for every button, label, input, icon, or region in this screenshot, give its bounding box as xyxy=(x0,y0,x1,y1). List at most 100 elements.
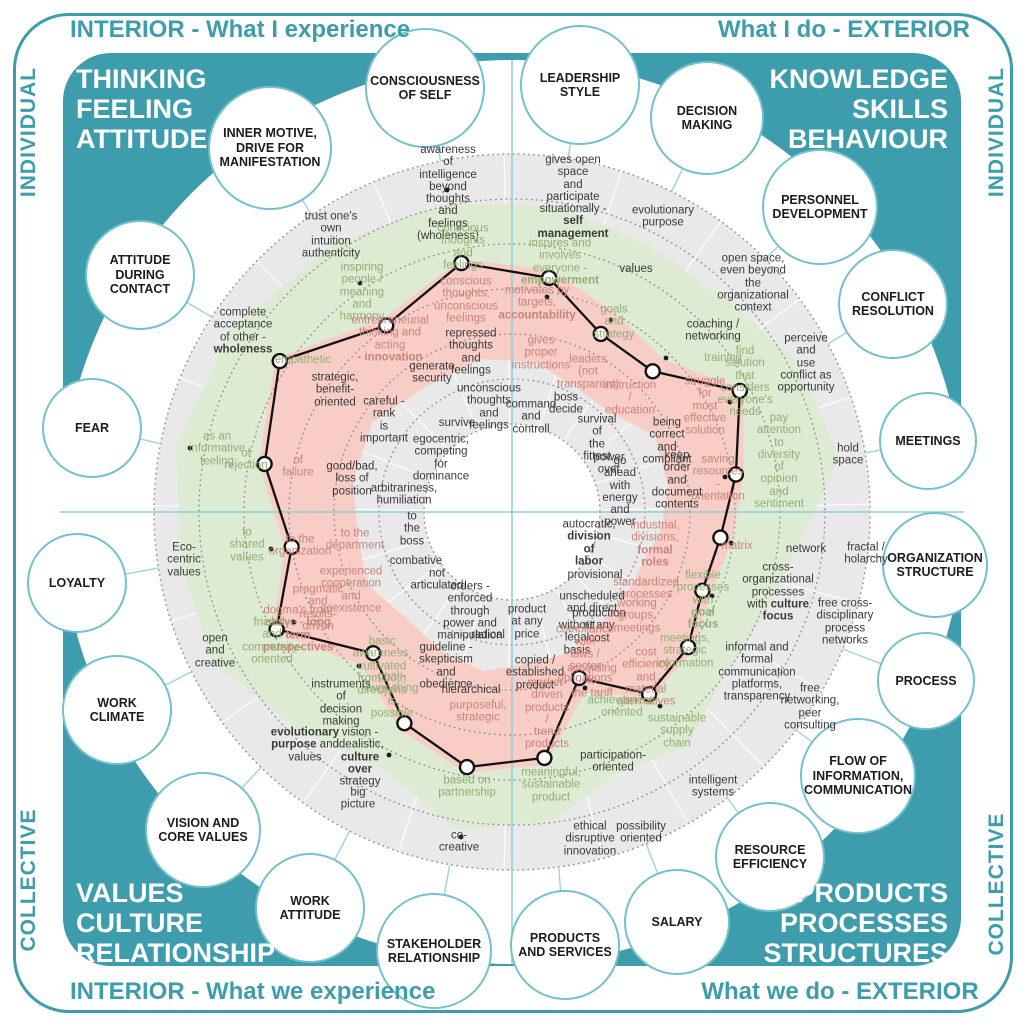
edge-label-collective-right: COLLECTIVE xyxy=(985,812,1008,956)
wheel-label: market-driven products / trend products xyxy=(524,677,570,751)
category-circle-attitude-during-contact: ATTITUDE DURING CONTACT xyxy=(85,220,195,330)
wheel-label: evolutionary purpose and values xyxy=(270,726,340,764)
profile-vertex-point xyxy=(570,669,588,687)
wheel-label: conscious thoughts, unconscious feelings xyxy=(434,275,498,325)
wheel-label: without legal basis xyxy=(558,619,596,657)
wheel-label: standardized processes xyxy=(613,576,679,601)
wheel-label: inspiring people / meaning and harmony xyxy=(339,261,385,323)
profile-vertex-point xyxy=(694,582,711,599)
category-circle-stakeholder-relationship: STAKEHOLDER RELATIONSHIP xyxy=(376,893,492,1009)
wheel-label: training xyxy=(704,351,742,364)
wheel-label: co-creative xyxy=(438,829,480,854)
wheel-label: hierarchical xyxy=(441,683,501,696)
wheel-label: cross- organizational processes with cul… xyxy=(742,561,814,623)
wheel-label: values xyxy=(619,262,653,275)
wheel-label: possibility oriented xyxy=(616,820,666,845)
wheel-label: autocratic, division of labor xyxy=(562,518,616,568)
edge-label-individual-left: INDIVIDUAL xyxy=(17,66,40,198)
red-level-area xyxy=(258,259,744,773)
wheel-label: command and controll xyxy=(505,398,557,436)
category-circle-flow-of-information-communication: FLOW OF INFORMATION, COMMUNICATION xyxy=(800,718,916,834)
wheel-label: good/bad, loss of position xyxy=(326,460,378,498)
wheel-label: repressed thoughts and feelings xyxy=(445,327,497,377)
wheel-label: instruction / education xyxy=(603,379,657,417)
profile-vertex-point xyxy=(712,529,729,546)
wheel-label: intelligent systems xyxy=(688,774,738,799)
marker-dot xyxy=(544,294,550,300)
header-bottom-left: INTERIOR - What we experience xyxy=(70,978,436,1005)
wheel-label: arbitrariness, humiliation xyxy=(370,482,438,507)
header-bottom-right: What we do - EXTERIOR xyxy=(701,978,979,1005)
wheel-label: flexible processes with goal focus xyxy=(676,569,730,631)
marker-dot xyxy=(386,752,392,758)
wheel-label: dogma's from above - long term perspecti… xyxy=(262,604,334,654)
profile-vertex-point xyxy=(731,382,748,400)
header-top-left: INTERIOR - What I experience xyxy=(70,16,411,43)
wheel-label: free networking, peer consulting xyxy=(780,682,840,732)
marker-dot xyxy=(357,280,363,286)
profile-vertex-point xyxy=(727,466,745,483)
wheel-label: based on partnership xyxy=(438,774,496,799)
wheel-label: hold space xyxy=(832,442,864,467)
wheel-label: goal - everything is possible xyxy=(365,670,419,720)
profile-vertex-point xyxy=(641,685,658,703)
wheel-label: unconscious thoughts and feelings xyxy=(457,382,521,432)
wheel-label: industrial, divisions, formal roles xyxy=(630,519,680,569)
category-circle-loyalty: LOYALTY xyxy=(27,533,127,633)
quadrant-title-values-culture-relationship: VALUES CULTURE RELATIONSHIP xyxy=(76,878,276,968)
category-circle-products-and-services: PRODUCTS AND SERVICES xyxy=(510,890,620,1000)
wheel-label: experienced cooperation and coexistence xyxy=(319,565,383,615)
category-circle-personnel-development: PERSONNEL DEVELOPMENT xyxy=(762,149,878,265)
profile-vertex-point xyxy=(644,363,661,380)
quadrant-title-products-processes-structures: PRODUCTS PROCESSES STRUCTURES xyxy=(763,878,948,968)
wheel-label: leaders (not transparent) xyxy=(557,353,620,391)
wheel-label: go ahead with energy and power xyxy=(602,455,638,529)
wheel-label: not articulated xyxy=(410,567,464,592)
marker-dot xyxy=(709,593,715,599)
wheel-label: free cross- disciplinary process network… xyxy=(816,597,874,647)
marker-dot xyxy=(663,355,669,361)
wheel-label: open and creative xyxy=(194,632,236,670)
edge-label-individual-right: INDIVIDUAL xyxy=(985,66,1008,198)
wheel-label: Eco-centric values xyxy=(167,541,201,579)
profile-vertex-point xyxy=(453,254,470,272)
wheel-label: ethical disruptive innovation xyxy=(563,820,617,858)
wheel-label: radical xyxy=(471,628,505,641)
wheel-label: cost efficiency and material alternative… xyxy=(616,646,676,708)
outer-frame-border xyxy=(13,13,1013,1013)
category-circle-fear: FEAR xyxy=(42,378,142,478)
wheel-label: provisional xyxy=(567,568,623,581)
wheel-label: instruments of decision making xyxy=(311,678,371,728)
wheel-label: egocentric, competing for dominance xyxy=(412,433,470,483)
wheel-label: meaningful, sustainable product xyxy=(521,766,581,804)
wheel-label: guideline - skepticism and obedience xyxy=(419,641,473,691)
wheel-label: matrix xyxy=(721,539,753,552)
wheel-label: generate security xyxy=(409,360,455,385)
profile-vertex-point xyxy=(458,758,476,776)
category-circle-conflict-resolution: CONFLICT RESOLUTION xyxy=(838,249,948,359)
category-circle-leadership-style: LEADERSHIP STYLE xyxy=(520,25,640,145)
wheel-label: goals and strategy xyxy=(593,303,635,341)
wheel-label: perceive and use conflict as opportunity xyxy=(777,332,835,394)
wheel-label: as an informative feeling xyxy=(188,430,246,468)
profile-vertex-point xyxy=(268,621,285,638)
marker-dot xyxy=(458,834,464,840)
wheel-label: production at any cost xyxy=(572,607,626,645)
wheel-label: product at any price xyxy=(507,603,547,641)
wheel-label: meetings, strategic information xyxy=(656,632,714,670)
category-circle-organization-structure: ORGANIZATION STRUCTURE xyxy=(882,512,988,618)
category-circle-meetings: MEETINGS xyxy=(879,392,977,490)
profile-vertex-point xyxy=(271,352,288,370)
category-circle-consciousness-of-self: CONSCIOUSNESS OF SELF xyxy=(365,28,485,148)
wheel-label: orders - enforced through power and mani… xyxy=(437,580,503,642)
wheel-label: strategic, benefit-oriented xyxy=(311,371,359,409)
wheel-label: being correct and compliant xyxy=(642,416,692,466)
category-circle-resource-efficiency: RESOURCE EFFICIENCY xyxy=(715,802,825,912)
wheel-label: pay attention to diversity of opinion an… xyxy=(754,411,804,510)
green-level-area xyxy=(176,203,840,830)
wheel-label: achievement- oriented xyxy=(587,694,657,719)
wheel-label: informal and formal communication platfo… xyxy=(718,641,796,703)
profile-vertex-point xyxy=(365,645,382,662)
category-circle-work-climate: WORK CLIMATE xyxy=(62,655,172,765)
